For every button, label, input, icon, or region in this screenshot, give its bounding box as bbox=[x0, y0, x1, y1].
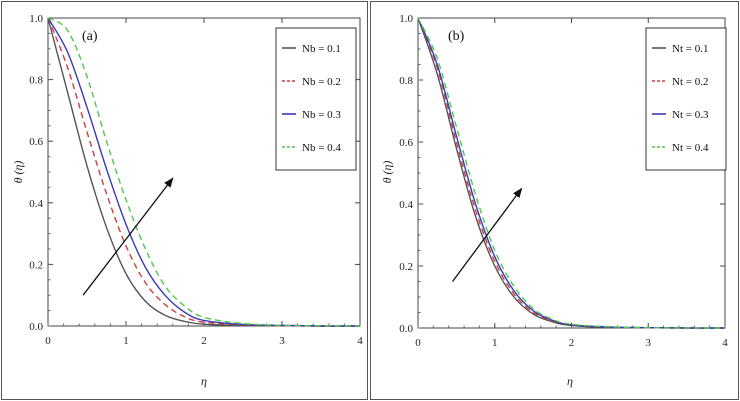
panel-b-legend-label-1: Nt = 0.1 bbox=[672, 43, 708, 55]
panel-a-legend-label-3: Nb = 0.3 bbox=[302, 109, 341, 121]
panel-a-series-line-4 bbox=[47, 17, 361, 327]
panel-a-x-tick-label: 3 bbox=[279, 335, 285, 347]
panel-a-y-tick-label: 0.6 bbox=[29, 136, 43, 148]
panel-b-y-tick-label: 0.6 bbox=[399, 137, 413, 149]
panel-a-x-axis-label: η bbox=[201, 374, 207, 388]
panel-b-series-line-4 bbox=[417, 17, 726, 329]
panel-a-legend-label-1: Nb = 0.1 bbox=[302, 43, 341, 55]
panel-b-x-tick-label: 1 bbox=[492, 337, 498, 349]
panel-b-y-tick-label: 0.0 bbox=[399, 323, 413, 335]
panel-b-y-tick-label: 1.0 bbox=[399, 13, 413, 25]
panel-b-legend-label-2: Nt = 0.2 bbox=[672, 76, 708, 88]
panel-a-y-axis-label: θ (η) bbox=[11, 161, 25, 184]
panel-a-legend-label-4: Nb = 0.4 bbox=[302, 142, 341, 154]
panel-b-series-line-2 bbox=[417, 17, 726, 329]
panel-a-trend-arrow bbox=[82, 177, 174, 296]
panel-b-x-tick-label: 3 bbox=[646, 337, 652, 349]
panel-a-x-tick-label: 2 bbox=[201, 335, 207, 347]
panel-a-x-tick-label: 0 bbox=[45, 335, 51, 347]
panel-a-x-tick-label: 4 bbox=[357, 335, 363, 347]
panel-a-legend-label-2: Nb = 0.2 bbox=[302, 76, 341, 88]
panel-a-series-line-3 bbox=[47, 17, 361, 327]
panel-a-x-tick-label: 1 bbox=[123, 335, 129, 347]
panel-b-x-axis-label: η bbox=[567, 374, 573, 388]
panel-b-x-tick-label: 0 bbox=[415, 337, 421, 349]
panel-a-tag: (a) bbox=[82, 29, 98, 44]
panel-b-y-tick-label: 0.8 bbox=[399, 75, 413, 87]
panel-b-legend-label-4: Nt = 0.4 bbox=[672, 142, 709, 154]
panel-b-x-tick-label: 2 bbox=[569, 337, 575, 349]
panel-b-tag: (b) bbox=[448, 29, 465, 44]
panel-a-y-tick-label: 0.0 bbox=[29, 321, 43, 333]
panel-b-x-tick-label: 4 bbox=[722, 337, 728, 349]
panel-a-y-tick-label: 1.0 bbox=[29, 13, 43, 25]
panel-a-y-tick-label: 0.2 bbox=[29, 259, 43, 271]
panel-b-trend-arrow bbox=[452, 187, 523, 282]
panel-b-legend-label-3: Nt = 0.3 bbox=[672, 109, 709, 121]
panel-b-y-tick-label: 0.4 bbox=[399, 199, 413, 211]
panel-a-y-tick-label: 0.4 bbox=[29, 198, 43, 210]
panel-a-y-tick-label: 0.8 bbox=[29, 75, 43, 87]
panel-b-y-axis-label: θ (η) bbox=[380, 161, 394, 184]
panel-b-y-tick-label: 0.2 bbox=[399, 261, 413, 273]
